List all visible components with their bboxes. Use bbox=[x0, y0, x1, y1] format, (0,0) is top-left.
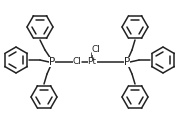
Text: Cl: Cl bbox=[92, 46, 100, 54]
Text: Cl: Cl bbox=[73, 57, 82, 67]
Text: P: P bbox=[124, 57, 130, 67]
Text: Pt: Pt bbox=[88, 57, 97, 67]
Text: P: P bbox=[49, 57, 55, 67]
